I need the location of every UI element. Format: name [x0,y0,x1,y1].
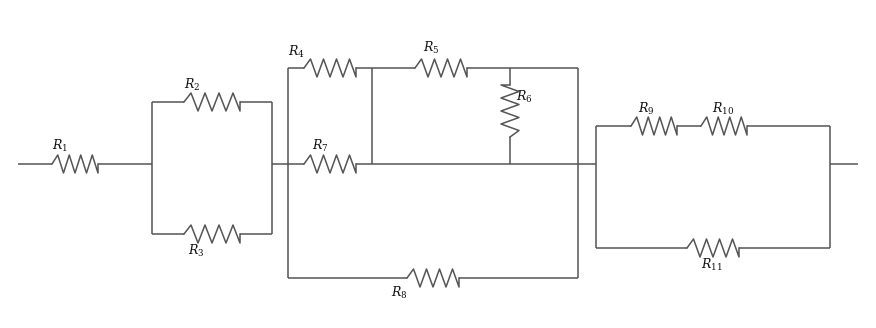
Text: $R_4$: $R_4$ [288,44,305,60]
Text: $R_9$: $R_9$ [638,101,654,117]
Text: $R_7$: $R_7$ [312,138,328,154]
Text: $R_2$: $R_2$ [184,77,201,93]
Text: $R_{11}$: $R_{11}$ [701,257,723,273]
Text: $R_8$: $R_8$ [391,285,407,301]
Text: $R_5$: $R_5$ [423,40,440,56]
Text: $R_1$: $R_1$ [52,138,68,154]
Text: $R_{10}$: $R_{10}$ [712,101,734,117]
Text: $R_3$: $R_3$ [188,243,204,259]
Text: $R_6$: $R_6$ [516,89,533,105]
